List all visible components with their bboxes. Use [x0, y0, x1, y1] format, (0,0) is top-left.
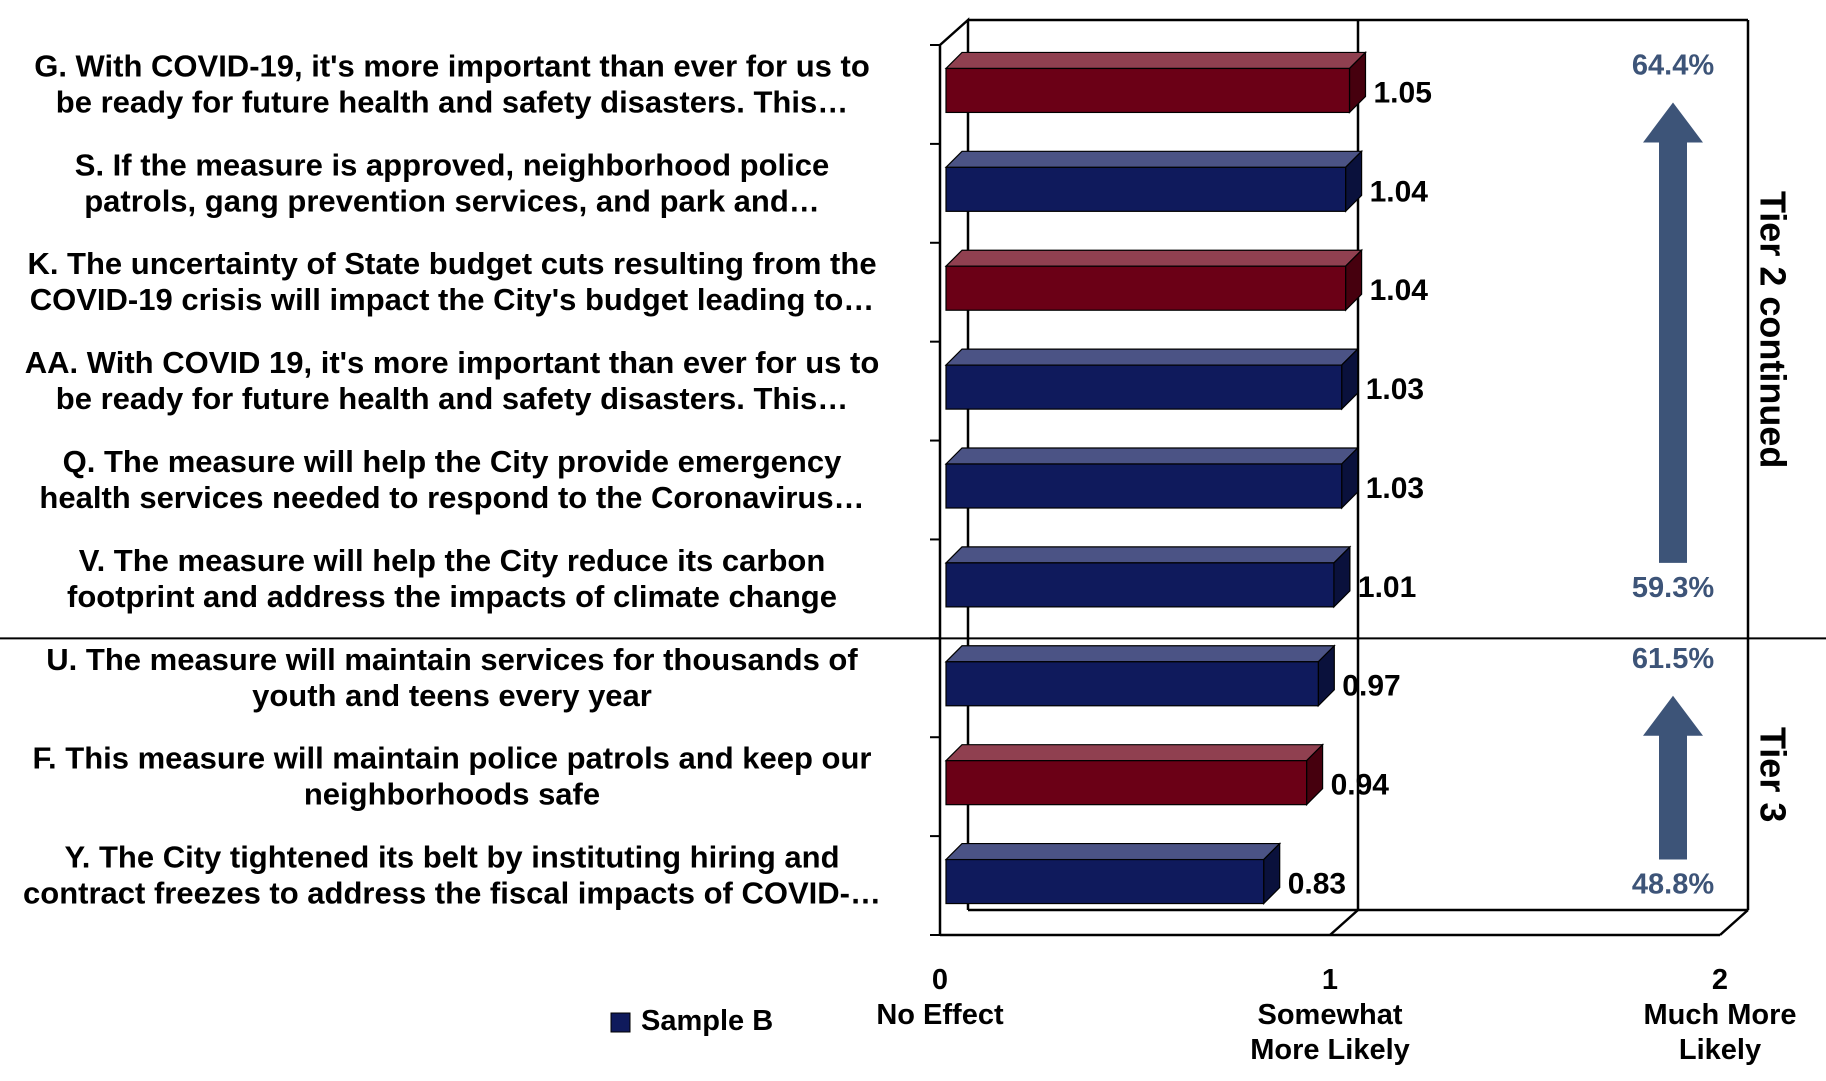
bar-front-face	[945, 364, 1343, 410]
legend-label: Sample B	[641, 1005, 773, 1037]
bar-front-face	[945, 562, 1335, 608]
bar-top-face	[944, 645, 1336, 663]
category-label-line: Y. The City tightened its belt by instit…	[65, 840, 840, 875]
tier-label: Tier 3	[1752, 727, 1793, 822]
bar-front-face	[945, 858, 1265, 905]
tier-label: Tier 2 continued	[1752, 191, 1793, 468]
bar-top-face	[944, 546, 1352, 564]
category-label-line: contract freezes to address the fiscal i…	[23, 876, 881, 911]
value-label: 0.83	[1288, 867, 1346, 900]
category-label-line: be ready for future health and safety di…	[56, 84, 848, 119]
x-tick-label: No Effect	[876, 999, 1004, 1031]
x-tick-label: 2	[1712, 964, 1728, 996]
category-label-line: F. This measure will maintain police pat…	[33, 741, 872, 776]
bar-top-face	[944, 249, 1364, 267]
value-label: 1.04	[1370, 175, 1429, 208]
tier-top-percent: 64.4%	[1632, 49, 1714, 81]
category-label-line: AA. With COVID 19, it's more important t…	[25, 345, 880, 380]
bar	[944, 743, 1325, 807]
category-label-line: K. The uncertainty of State budget cuts …	[27, 246, 876, 281]
value-label: 0.94	[1331, 769, 1390, 802]
category-label-line: youth and teens every year	[252, 678, 652, 713]
up-arrow-icon	[1643, 695, 1703, 860]
x-tick-label: Much More	[1643, 999, 1796, 1031]
bar-front-face	[945, 265, 1347, 311]
bar-front-face	[945, 661, 1319, 707]
tier-bottom-percent: 59.3%	[1632, 572, 1714, 604]
x-tick-label: More Likely	[1250, 1034, 1410, 1066]
value-label: 1.05	[1374, 76, 1432, 109]
bar-top-face	[944, 842, 1282, 861]
value-label: 1.01	[1358, 571, 1416, 604]
x-tick-label: 1	[1322, 964, 1338, 996]
bar-top-face	[944, 447, 1360, 465]
category-label-line: be ready for future health and safety di…	[56, 381, 848, 416]
x-tick-label: Likely	[1679, 1034, 1761, 1066]
x-tick-label: Somewhat	[1257, 999, 1402, 1031]
value-label: 1.03	[1366, 373, 1424, 406]
floor-right-edge	[1719, 909, 1749, 936]
bar-front-face	[945, 166, 1347, 212]
tier-top-percent: 61.5%	[1632, 643, 1714, 675]
category-label-line: V. The measure will help the City reduce…	[79, 543, 826, 578]
category-label-line: footprint and address the impacts of cli…	[67, 579, 837, 614]
bar	[944, 50, 1367, 114]
category-label-line: U. The measure will maintain services fo…	[46, 642, 858, 677]
category-label-line: neighborhoods safe	[304, 777, 600, 812]
category-labels: G. With COVID-19, it's more important th…	[23, 48, 881, 910]
bars-layer	[944, 50, 1367, 906]
bar-front-face	[945, 760, 1308, 806]
bar-top-face	[944, 51, 1367, 70]
tier-annotations: 64.4% 59.3% Tier 2 continued 61.5% 48.8% Tier…	[1632, 49, 1794, 900]
bar	[944, 545, 1352, 609]
value-label: 1.03	[1366, 472, 1424, 505]
bar-top-face	[944, 348, 1360, 366]
category-label-line: health services needed to respond to the…	[39, 480, 864, 515]
tier-group: 64.4% 59.3% Tier 2 continued	[1632, 49, 1794, 603]
category-label-line: patrols, gang prevention services, and p…	[84, 183, 820, 218]
bar	[944, 248, 1364, 312]
value-labels: 1.05 1.04 1.04 1.03 1.03 1.01 0.97 0.94 0.83	[1288, 76, 1432, 900]
gridline-1-floor	[1329, 909, 1359, 936]
legend: Sample B	[610, 1005, 773, 1037]
category-label-line: Q. The measure will help the City provid…	[63, 444, 842, 479]
bar	[944, 347, 1360, 411]
bar-front-face	[945, 463, 1343, 509]
tier-bottom-percent: 48.8%	[1632, 869, 1714, 901]
value-label: 0.97	[1342, 670, 1400, 703]
bar	[944, 446, 1360, 510]
x-tick-label: 0	[932, 964, 948, 996]
category-label-line: COVID-19 crisis will impact the City's b…	[30, 282, 875, 317]
tier-group: 61.5% 48.8% Tier 3	[1632, 643, 1794, 901]
category-label-line: G. With COVID-19, it's more important th…	[34, 48, 870, 83]
bar	[944, 842, 1282, 906]
bar-front-face	[945, 67, 1351, 114]
category-label-line: S. If the measure is approved, neighborh…	[75, 147, 829, 182]
legend-swatch	[610, 1012, 631, 1033]
value-label: 1.04	[1370, 274, 1429, 307]
bar-top-face	[944, 150, 1364, 168]
bar	[944, 644, 1336, 708]
bar-top-face	[944, 744, 1325, 762]
bar	[944, 149, 1364, 213]
up-arrow-icon	[1643, 102, 1703, 563]
